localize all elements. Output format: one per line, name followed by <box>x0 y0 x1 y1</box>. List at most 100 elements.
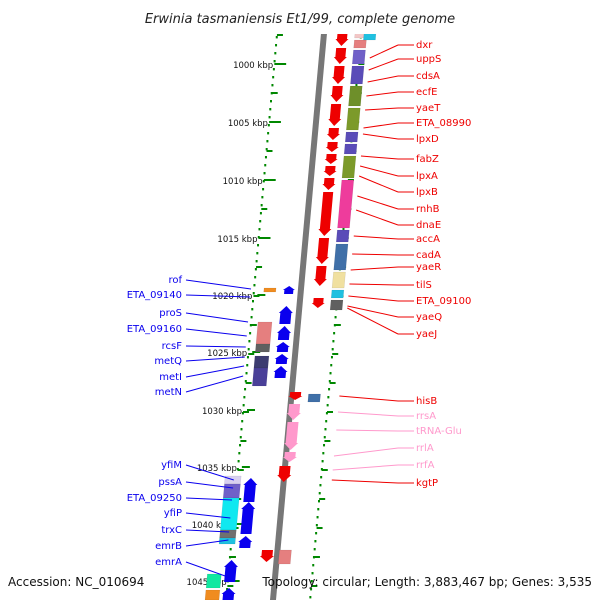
forward-gene-cog-box <box>204 589 221 600</box>
leader-line <box>348 295 399 302</box>
forward-gene-cog-box <box>251 367 269 387</box>
gene-label-dxr: dxr <box>416 40 433 51</box>
left-dash-tick <box>271 92 278 94</box>
leader-line <box>185 561 226 577</box>
left-dot-tick <box>226 588 229 591</box>
reverse-gene-cog-box <box>337 179 355 229</box>
forward-gene-arrow <box>243 478 258 502</box>
leader-line <box>353 235 399 240</box>
forward-gene-cog-box <box>255 321 273 345</box>
reverse-gene-arrow <box>318 192 334 236</box>
left-dot-tick <box>271 84 274 87</box>
gene-label-dnae: dnaE <box>416 220 441 231</box>
right-dot-tick <box>328 388 331 391</box>
reverse-gene-cog-box <box>307 393 321 403</box>
left-dot-tick <box>253 284 256 287</box>
gene-labels: dxr uppS cdsA ecfE yaeT ETA_08990 lpxD fabZ lpxA… <box>127 40 472 568</box>
leader-line <box>332 464 399 471</box>
left-dot-tick <box>267 124 270 127</box>
title-backdrop <box>0 0 600 34</box>
gene-label-eta_09250: ETA_09250 <box>127 493 182 504</box>
rna-gene-arrow <box>286 404 301 420</box>
left-dot-tick <box>256 252 259 255</box>
kbp-tick <box>236 523 245 525</box>
accession-label: Accession: NC_010694 <box>8 575 144 589</box>
left-dot-tick <box>275 44 278 47</box>
gene-label-lpxa: lpxA <box>416 171 438 182</box>
gene-label-yaet: yaeT <box>416 103 441 114</box>
reverse-gene-cog-box <box>343 143 358 155</box>
leader-line <box>185 328 247 337</box>
reverse-gene-cog-box <box>346 107 361 131</box>
leader-line <box>185 345 246 348</box>
forward-gene-cog-box <box>263 287 277 293</box>
kbp-tick <box>267 179 276 181</box>
gene-label-cdsa: cdsA <box>416 71 440 82</box>
left-dot-tick <box>262 188 265 191</box>
left-dash-tick <box>258 237 265 239</box>
reverse-gene-arrow <box>313 266 327 286</box>
right-dash-tick <box>332 353 339 355</box>
right-dot-tick <box>318 500 320 503</box>
gene-label-rcsf: rcsF <box>162 341 183 352</box>
leader-line <box>368 58 399 71</box>
left-dash-tick <box>237 469 244 471</box>
reverse-gene-arrow <box>330 86 344 102</box>
reverse-gene-arrow <box>325 142 339 152</box>
left-dot-tick <box>255 260 258 263</box>
right-dot-tick <box>315 524 318 527</box>
reverse-gene-arrow <box>259 550 274 562</box>
right-dot-tick <box>320 476 323 479</box>
gene-label-fabz: fabZ <box>416 154 439 165</box>
right-dot-tick <box>313 548 316 551</box>
forward-gene-arrow <box>282 286 295 294</box>
right-dot-tick <box>310 580 313 583</box>
leader-line <box>359 165 399 177</box>
leader-line <box>185 481 234 489</box>
forward-gene-cog-box <box>205 573 222 589</box>
right-dot-tick <box>323 444 326 447</box>
leader-line <box>185 312 249 323</box>
leader-line <box>185 365 245 378</box>
left-dot-tick <box>251 308 254 311</box>
reverse-gene-arrow <box>333 48 347 64</box>
left-dot-tick <box>242 404 245 407</box>
kbp-label: 1040 kbp <box>192 521 232 531</box>
left-dot-tick <box>254 276 257 279</box>
left-dash-tick <box>250 324 257 326</box>
reverse-gene-cog-box <box>335 229 350 243</box>
left-dot-tick <box>272 76 275 79</box>
left-dot-tick <box>269 108 272 111</box>
gene-label-pros: proS <box>159 308 182 319</box>
reverse-gene-cog-box <box>341 155 357 179</box>
reverse-gene-arrow <box>288 392 303 400</box>
leader-line <box>355 209 399 226</box>
leader-line <box>185 512 231 519</box>
leader-line <box>363 122 399 129</box>
left-dash-tick <box>261 208 268 210</box>
right-dot-tick <box>325 412 328 415</box>
kbp-label: 1015 kbp <box>217 235 257 245</box>
right-dot-tick <box>322 452 325 455</box>
label-leader-lines <box>185 44 414 577</box>
forward-gene-arrow <box>278 306 293 324</box>
left-dot-tick <box>262 180 265 183</box>
gene-label-eta_08990: ETA_08990 <box>416 118 471 129</box>
gene-label-ecfe: ecfE <box>416 87 438 98</box>
forward-gene-arrow <box>238 536 253 548</box>
right-dot-tick <box>325 420 328 423</box>
gene-label-upps: uppS <box>416 54 441 65</box>
forward-gene-arrow <box>273 366 288 378</box>
right-dot-tick <box>316 516 319 519</box>
reverse-gene-cog-box <box>344 131 359 143</box>
gene-label-rnhb: rnhB <box>416 204 440 215</box>
reverse-gene-arrow <box>324 154 338 164</box>
gene-label-rrfa: rrfA <box>416 460 435 471</box>
left-dot-tick <box>247 348 250 351</box>
right-dot-tick <box>310 588 313 591</box>
gene-label-yfip: yfiP <box>164 508 182 519</box>
gene-label-yaer: yaeR <box>416 262 441 273</box>
genome-stats-label: Topology: circular; Length: 3,883,467 bp… <box>261 575 592 589</box>
reverse-gene-arrow <box>322 178 336 190</box>
left-dot-tick <box>274 52 277 55</box>
